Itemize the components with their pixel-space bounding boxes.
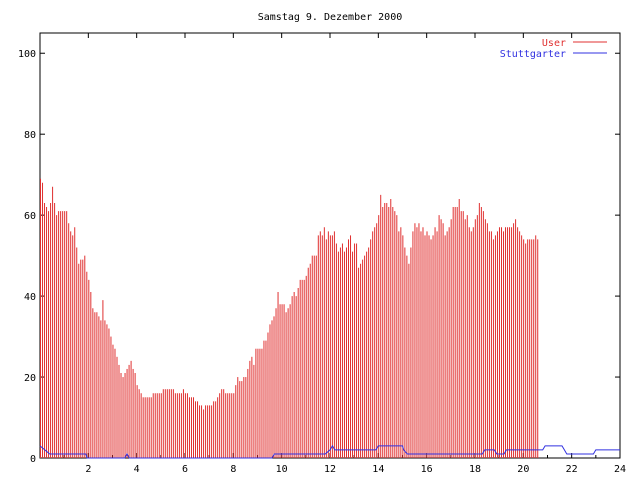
x-tick-label: 22 bbox=[566, 464, 578, 475]
x-tick-label: 24 bbox=[614, 464, 626, 475]
y-tick-label: 60 bbox=[24, 211, 36, 222]
x-tick-label: 16 bbox=[421, 464, 433, 475]
legend-label: Stuttgarter bbox=[500, 49, 566, 60]
x-tick-label: 10 bbox=[276, 464, 288, 475]
x-tick-label: 4 bbox=[134, 464, 140, 475]
y-tick-label: 20 bbox=[24, 373, 36, 384]
chart-title: Samstag 9. Dezember 2000 bbox=[258, 12, 403, 23]
x-tick-label: 18 bbox=[469, 464, 481, 475]
x-tick-label: 8 bbox=[230, 464, 236, 475]
x-tick-label: 2 bbox=[85, 464, 91, 475]
stuttgarter-series bbox=[39, 444, 620, 459]
x-tick-label: 12 bbox=[324, 464, 336, 475]
legend-label: User bbox=[542, 38, 566, 49]
user-series-bars bbox=[40, 178, 539, 458]
y-tick-label: 80 bbox=[24, 130, 36, 141]
y-tick-label: 0 bbox=[30, 454, 36, 465]
x-tick-label: 14 bbox=[372, 464, 384, 475]
y-tick-label: 40 bbox=[24, 292, 36, 303]
x-tick-label: 20 bbox=[517, 464, 529, 475]
x-tick-label: 6 bbox=[182, 464, 188, 475]
y-tick-label: 100 bbox=[18, 49, 36, 60]
stuttgarter-line bbox=[39, 444, 620, 459]
